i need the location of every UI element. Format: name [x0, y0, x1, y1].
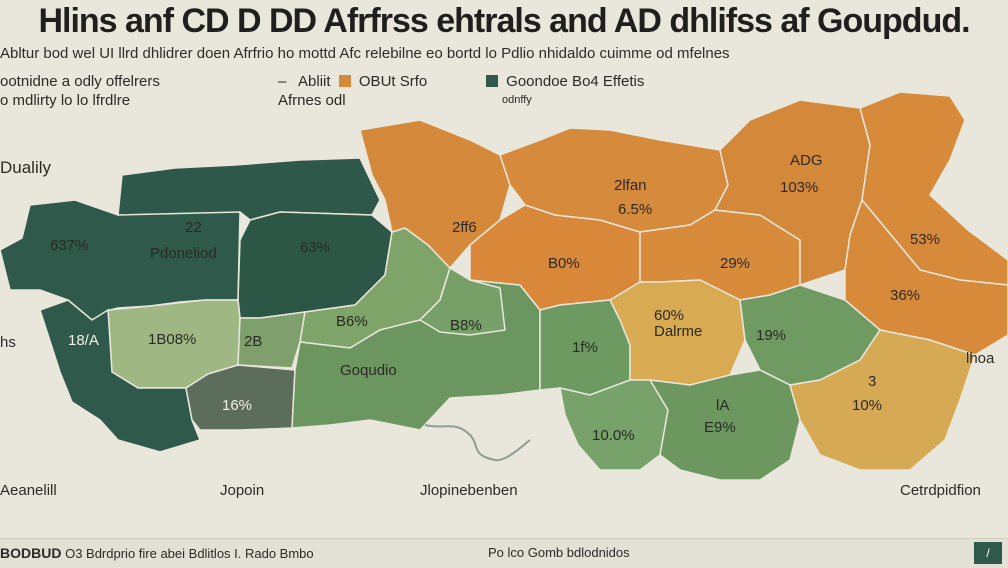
region-label-center-d: B8%	[450, 317, 482, 334]
corner-button[interactable]: /	[974, 542, 1002, 564]
legend-left-line-2: o mdlirty lo lo lfrdlre	[0, 92, 131, 109]
region-label-green-s1: 10.0%	[592, 427, 635, 444]
region-label-green-e1: 19%	[756, 327, 786, 344]
region-label-orange-5-sub: 103%	[780, 179, 818, 196]
side-label-bottom-3: Jlopinebenben	[420, 482, 518, 499]
footer-left-text: O3 Bdrdprio fire abei Bdlitlos I. Rado B…	[65, 546, 314, 561]
region-orange-1[interactable]	[359, 119, 511, 270]
region-label-green-s2: lA	[716, 397, 729, 414]
region-label-orange-2: B0%	[548, 255, 580, 272]
region-yellow-2[interactable]	[789, 329, 976, 471]
region-label-west-small: 16%	[222, 397, 252, 414]
region-label-orange-6: 53%	[910, 231, 940, 248]
choropleth-map: 637% 22 Pdoneliod 63% 1B08% 18/A 16% 2B …	[0, 91, 1008, 481]
region-label-orange-1: 2ff6	[452, 219, 477, 236]
river-line	[424, 424, 531, 462]
footer-left: BODBUD O3 Bdrdprio fire abei Bdlitlos I.…	[0, 545, 314, 561]
legend-left-line-1: ootnidne a odly offelrers	[0, 73, 160, 90]
legend-mid: – Abliit OBUt Srfo Afrnes odl	[278, 72, 427, 110]
region-label-center-a: 2B	[244, 333, 262, 350]
region-label-yellow-1: 60%	[654, 307, 684, 324]
side-label-bottom-4: Cetrdpidfion	[900, 482, 981, 499]
region-label-yellow-1-sub: Dalrme	[654, 323, 702, 340]
legend-mid-item: OBUt Srfo	[358, 73, 428, 90]
side-label-left: hs	[0, 334, 16, 351]
legend-mid-row: – Abliit OBUt Srfo	[278, 72, 427, 91]
region-label-yellow-2-sub: 10%	[852, 397, 882, 414]
region-label-west-right: 63%	[300, 239, 330, 256]
legend-swatch-dark	[486, 75, 498, 87]
footer-right-text: Po lco Gomb bdlodnidos	[488, 545, 630, 560]
legend-swatch-orange	[338, 75, 351, 87]
side-label-bottom-1: Aeanelill	[0, 482, 57, 499]
region-green-s2[interactable]	[648, 369, 801, 481]
legend-right-item: Goondoe Bo4 Effetis	[506, 73, 645, 90]
legend-right: Goondoe Bo4 Effetis odnffy	[482, 72, 644, 110]
region-center-d[interactable]	[418, 266, 506, 336]
region-label-orange-3-sub: 6.5%	[618, 201, 652, 218]
legend-right-sub: odnffy	[502, 94, 532, 106]
footer-bar: BODBUD O3 Bdrdprio fire abei Bdlitlos I.…	[0, 538, 1008, 568]
region-label-green-c1: 1f%	[572, 339, 598, 356]
region-label-west-center: 22	[185, 219, 202, 236]
legend-mid-line-2: Afrnes odl	[278, 92, 346, 109]
region-label-west-far: 637%	[50, 237, 88, 254]
region-label-west-center-sub: Pdoneliod	[150, 245, 217, 262]
region-label-west-southwest: 18/A	[68, 332, 99, 349]
legend-left: ootnidne a odly offelrers o mdlirty lo l…	[0, 72, 160, 110]
region-label-orange-7: 36%	[890, 287, 920, 304]
side-label-bottom-2: Jopoin	[220, 482, 265, 499]
region-west-center[interactable]	[117, 157, 381, 221]
region-label-center-c: Goqudio	[340, 362, 397, 379]
region-orange-7[interactable]	[844, 198, 1008, 356]
region-label-orange-4: 29%	[720, 255, 750, 272]
legend-dash-icon: –	[278, 73, 295, 90]
map-subtitle: Abltur bod wel UI llrd dhlidrer doen Afr…	[0, 45, 730, 62]
map-title: Hlins anf CD D DD Afrfrss ehtrals and AD…	[38, 2, 970, 40]
side-label-right: lhoa	[966, 350, 995, 367]
region-label-west-south: 1B08%	[148, 331, 196, 348]
region-green-s1[interactable]	[559, 379, 669, 471]
region-label-yellow-2: 3	[868, 373, 876, 390]
legend-right-row: Goondoe Bo4 Effetis	[482, 72, 644, 91]
region-label-orange-5: ADG	[790, 152, 823, 169]
legend-mid-line-1: Abliit	[298, 73, 331, 90]
region-label-center-b: B6%	[336, 313, 368, 330]
region-label-orange-3: 2lfan	[614, 177, 647, 194]
side-label-top-left: Dualily	[0, 158, 52, 177]
footer-code: BODBUD	[0, 545, 62, 561]
region-label-green-s2-sub: E9%	[704, 419, 736, 436]
